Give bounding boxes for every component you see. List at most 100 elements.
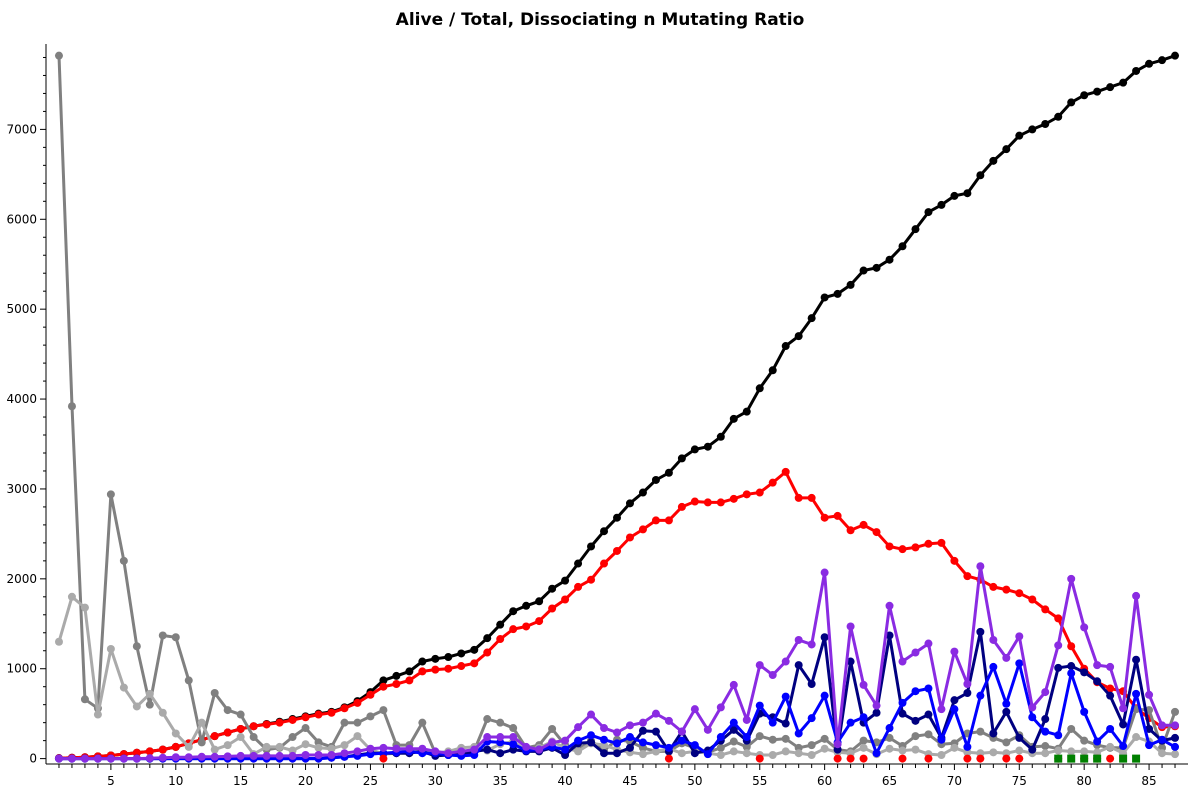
data-point: [794, 661, 803, 670]
data-point: [158, 745, 167, 754]
data-point: [950, 647, 959, 656]
data-point: [651, 747, 660, 756]
data-point: [989, 582, 998, 591]
data-point: [911, 687, 920, 696]
data-point: [729, 747, 738, 756]
data-point: [613, 546, 621, 555]
data-point: [794, 635, 803, 644]
data-point: [924, 754, 933, 763]
data-point: [1106, 754, 1115, 763]
data-point: [781, 692, 790, 701]
data-point: [561, 745, 570, 754]
data-point: [872, 528, 881, 537]
data-point: [600, 527, 609, 536]
data-point: [625, 721, 634, 730]
data-point: [872, 263, 881, 272]
data-point: [729, 680, 738, 689]
data-point: [1067, 642, 1076, 651]
data-point: [1015, 131, 1024, 140]
data-point: [184, 742, 193, 751]
data-point: [807, 493, 816, 502]
data-point: [937, 538, 946, 547]
data-point: [93, 710, 102, 719]
data-point: [158, 631, 167, 640]
data-point: [132, 748, 141, 757]
data-point: [651, 475, 660, 484]
data-point: [314, 743, 323, 752]
data-point: [158, 708, 167, 717]
data-point: [807, 680, 816, 688]
data-point: [807, 751, 816, 760]
data-point: [807, 640, 816, 649]
data-point: [1119, 78, 1128, 87]
data-point: [392, 744, 401, 753]
data-point: [1171, 733, 1180, 742]
x-tick-label: 85: [1141, 774, 1156, 788]
data-point: [496, 718, 505, 727]
data-point: [340, 741, 349, 750]
data-point: [924, 710, 933, 719]
data-point: [132, 754, 141, 763]
data-point: [781, 719, 790, 728]
data-point: [950, 696, 959, 705]
data-point: [1067, 662, 1076, 671]
data-point: [197, 752, 206, 761]
data-point: [950, 743, 959, 752]
series-line: [58, 54, 1176, 760]
x-tick-label: 55: [752, 774, 767, 788]
data-point: [781, 657, 790, 666]
data-point: [197, 718, 206, 727]
data-point: [600, 749, 609, 758]
data-point: [807, 741, 816, 750]
data-point: [1132, 733, 1141, 742]
data-point: [1041, 727, 1050, 736]
data-point: [781, 734, 790, 743]
data-point: [288, 715, 297, 724]
data-point: [638, 738, 647, 747]
data-point: [924, 730, 933, 739]
data-point: [755, 754, 764, 763]
data-point: [470, 745, 479, 754]
data-point: [664, 754, 673, 763]
data-point: [1041, 749, 1050, 758]
data-point: [1106, 684, 1115, 693]
data-point: [781, 467, 790, 476]
data-point: [703, 498, 712, 507]
data-point: [716, 498, 725, 507]
data-point: [716, 432, 725, 441]
data-point: [548, 604, 557, 613]
data-point: [807, 714, 816, 723]
x-tick-label: 45: [622, 774, 637, 788]
data-point: [327, 751, 336, 760]
data-point: [197, 738, 206, 747]
data-point: [379, 682, 388, 691]
data-point: [807, 314, 816, 323]
data-point: [677, 502, 686, 511]
data-point: [548, 738, 557, 747]
data-point: [158, 753, 167, 762]
data-point: [677, 749, 686, 758]
data-point: [522, 622, 531, 631]
data-point: [93, 754, 102, 763]
data-point: [664, 468, 673, 477]
data-point: [911, 745, 920, 754]
data-point: [898, 545, 907, 554]
data-point: [132, 642, 141, 651]
data-point: [262, 742, 271, 751]
data-point: [1158, 735, 1167, 744]
data-point: [145, 754, 154, 763]
data-point: [716, 751, 725, 760]
data-point: [859, 713, 868, 722]
data-point: [574, 582, 583, 591]
x-tick-label: 65: [882, 774, 897, 788]
data-point: [898, 657, 907, 666]
data-point: [80, 603, 89, 612]
data-point: [509, 625, 518, 634]
data-point: [846, 718, 855, 727]
data-point: [1067, 574, 1076, 583]
data-point: [223, 706, 232, 715]
y-tick-label: 7000: [6, 122, 37, 136]
data-point: [976, 171, 985, 180]
data-point: [885, 255, 894, 264]
data-point: [625, 733, 634, 742]
